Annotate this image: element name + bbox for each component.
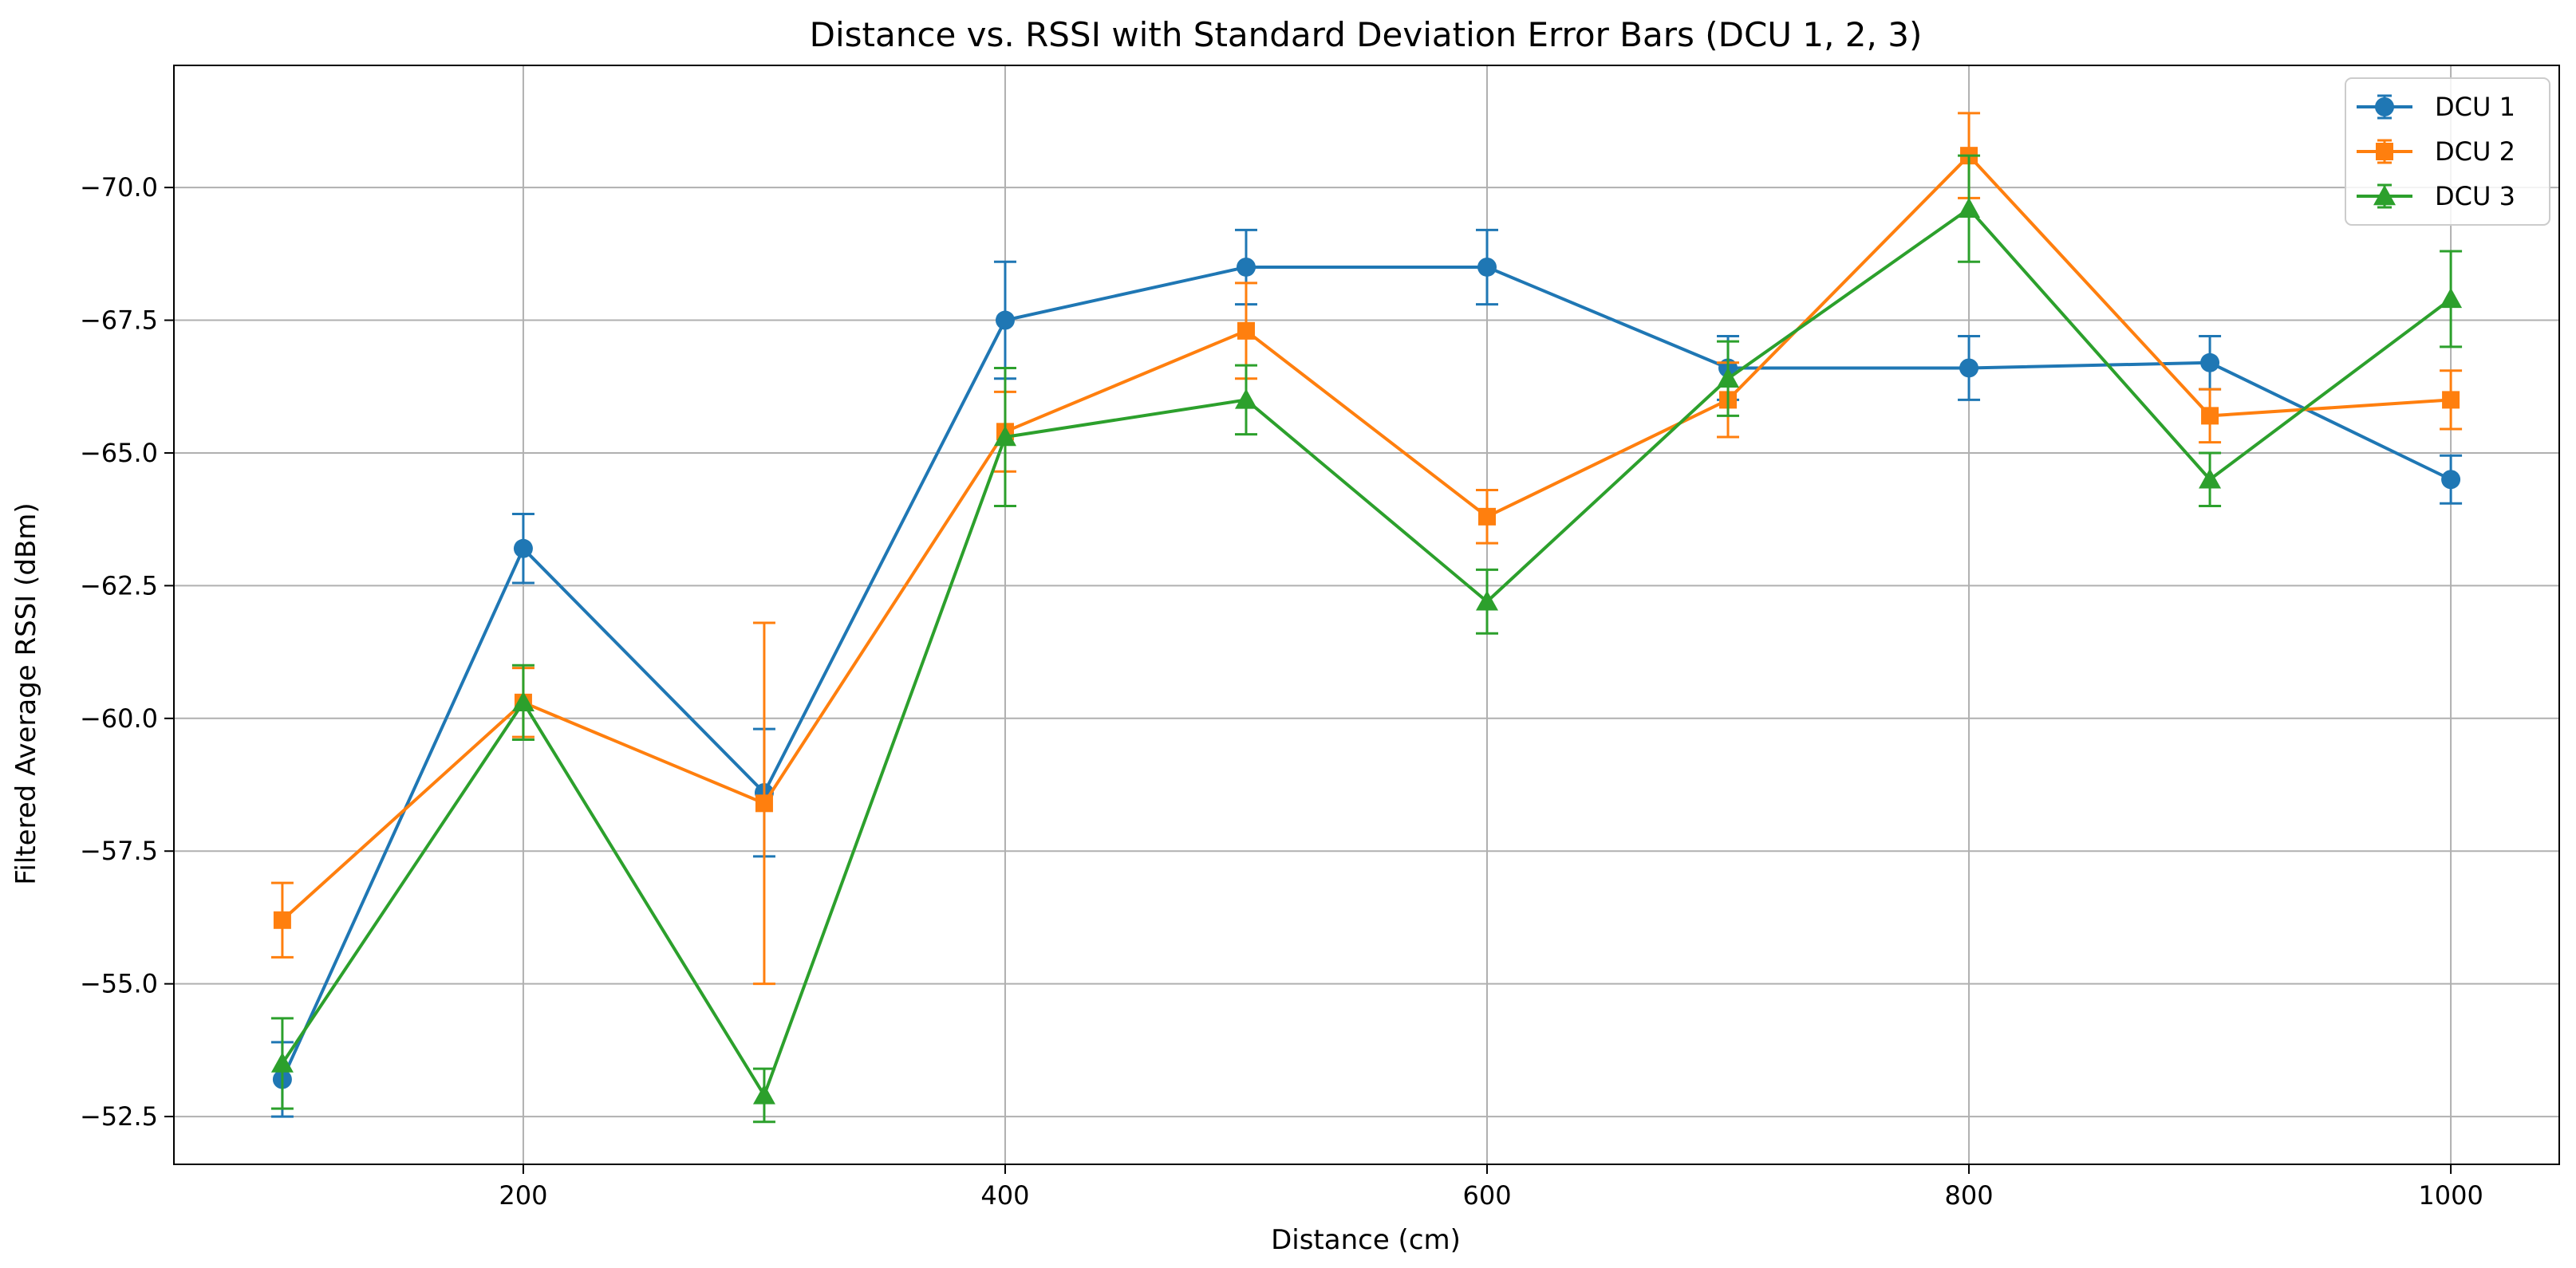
data-point (511, 691, 535, 712)
y-tick-label: −57.5 (80, 836, 158, 866)
data-point (2201, 407, 2219, 425)
legend-label: DCU 1 (2435, 92, 2515, 122)
y-tick-label: −65.0 (80, 438, 158, 468)
data-point (1958, 197, 1981, 218)
data-point (1959, 358, 1979, 378)
data-point (1237, 321, 1255, 340)
y-tick-label: −62.5 (80, 570, 158, 601)
data-point (1717, 367, 1740, 388)
x-tick-label: 800 (1945, 1180, 1994, 1211)
legend-item: DCU 2 (2357, 136, 2515, 167)
legend-marker (2373, 185, 2396, 206)
legend-label: DCU 3 (2435, 181, 2515, 211)
x-axis-title: Distance (cm) (1271, 1224, 1461, 1256)
y-tick-label: −60.0 (80, 703, 158, 734)
data-point (273, 911, 291, 929)
x-axis-ticks: 200 400 600 800 1000 (499, 1164, 2483, 1211)
legend-marker (2375, 97, 2394, 116)
data-point (1477, 257, 1497, 277)
series-line (281, 154, 2452, 922)
y-axis-ticks: −70.0 −67.5 −65.0 −62.5 −60.0 −57.5 −55.0 −52.5 (80, 172, 174, 1132)
legend-label: DCU 2 (2435, 136, 2515, 167)
data-point (1476, 590, 1499, 611)
data-point (1236, 257, 1256, 277)
legend-item: DCU 1 (2357, 92, 2515, 122)
data-point (1478, 507, 1497, 526)
y-axis-title: Filtered Average RSSI (dBm) (10, 502, 42, 884)
data-point (752, 1084, 775, 1105)
data-point (270, 1052, 294, 1073)
series-line (281, 207, 2452, 1097)
data-point (2442, 391, 2460, 409)
y-tick-label: −52.5 (80, 1101, 158, 1132)
series-layer (270, 112, 2463, 1124)
chart-title: Distance vs. RSSI with Standard Deviatio… (810, 15, 1923, 54)
data-point (1234, 388, 1257, 409)
y-tick-label: −67.5 (80, 305, 158, 336)
data-point (755, 794, 773, 813)
legend-marker (2376, 143, 2393, 160)
grid (174, 65, 2559, 1164)
legend-box (2345, 77, 2550, 226)
legend: DCU 1 DCU 2 DCU 3 (2345, 77, 2550, 226)
data-point (993, 425, 1016, 447)
series-line (281, 265, 2452, 1081)
data-point (2440, 287, 2463, 309)
plot-frame (173, 65, 2560, 1165)
x-tick-label: 400 (980, 1180, 1029, 1211)
data-point (2200, 352, 2220, 372)
data-point (513, 538, 533, 558)
x-tick-label: 200 (499, 1180, 547, 1211)
series-3 (270, 154, 2463, 1124)
data-point (2441, 470, 2461, 490)
data-point (2199, 468, 2222, 489)
legend-item: DCU 3 (2357, 181, 2515, 211)
series-2 (270, 112, 2463, 986)
y-tick-label: −70.0 (80, 172, 158, 203)
x-tick-label: 1000 (2418, 1180, 2483, 1211)
data-point (995, 310, 1015, 330)
y-tick-label: −55.0 (80, 969, 158, 999)
x-tick-label: 600 (1462, 1180, 1511, 1211)
